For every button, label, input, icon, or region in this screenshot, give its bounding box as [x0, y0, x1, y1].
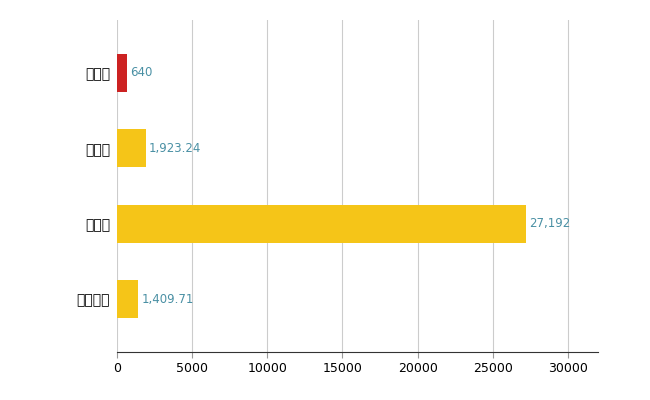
Text: 1,409.71: 1,409.71 [141, 293, 194, 306]
Bar [117, 130, 146, 167]
Text: 27,192: 27,192 [528, 217, 570, 230]
Bar [117, 54, 127, 92]
Text: 1,923.24: 1,923.24 [149, 142, 202, 155]
Bar [117, 280, 138, 318]
Text: 640: 640 [129, 66, 152, 79]
Bar [117, 205, 526, 242]
